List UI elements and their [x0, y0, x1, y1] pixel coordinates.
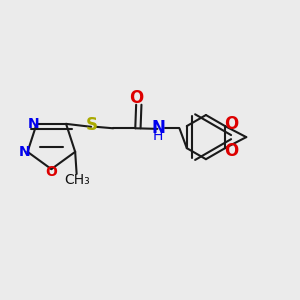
Text: O: O: [224, 142, 238, 160]
Text: O: O: [45, 165, 57, 179]
Text: O: O: [224, 115, 238, 133]
Text: CH₃: CH₃: [64, 173, 89, 188]
Text: S: S: [85, 116, 98, 134]
Text: N: N: [19, 145, 30, 159]
Text: N: N: [28, 117, 40, 131]
Text: O: O: [129, 89, 144, 107]
Text: H: H: [153, 129, 164, 143]
Text: N: N: [151, 119, 165, 137]
